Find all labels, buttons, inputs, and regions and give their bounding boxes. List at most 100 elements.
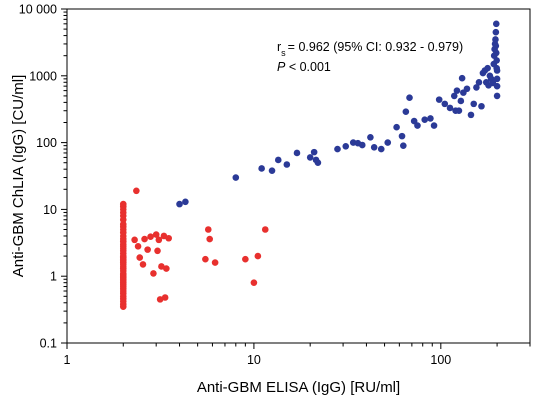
p-symbol: P: [277, 60, 286, 74]
p-text: < 0.001: [285, 60, 331, 74]
data-point: [384, 139, 392, 146]
data-point: [484, 64, 491, 72]
data-point: [139, 261, 147, 268]
data-point: [467, 111, 475, 119]
y-axis-ticks: 0.1 1 10 100 1000 10 000: [19, 3, 67, 351]
data-point: [492, 36, 499, 43]
data-point: [147, 233, 154, 241]
data-point: [457, 97, 465, 105]
data-point: [358, 141, 366, 149]
data-point: [254, 252, 262, 260]
series-blue: [176, 20, 501, 208]
data-point: [136, 254, 144, 261]
data-point: [370, 144, 378, 151]
data-point: [232, 174, 240, 181]
data-point: [493, 57, 500, 64]
data-point: [334, 145, 341, 153]
y-tick-label: 10 000: [19, 3, 57, 17]
data-point: [455, 107, 463, 115]
data-point: [463, 85, 471, 93]
data-point: [441, 100, 449, 108]
data-point: [435, 96, 443, 103]
data-point: [342, 143, 350, 150]
data-point: [206, 235, 213, 243]
data-point: [161, 294, 169, 301]
data-point: [258, 165, 265, 172]
data-point: [283, 161, 291, 168]
data-point: [493, 82, 501, 90]
x-axis-ticks: 1 10 100: [64, 343, 531, 367]
data-point: [242, 255, 249, 263]
data-point: [492, 20, 500, 28]
data-point: [430, 122, 438, 129]
data-point: [131, 236, 138, 244]
data-point: [154, 247, 161, 255]
stat-symbol: r: [277, 40, 281, 54]
data-point: [261, 226, 269, 233]
data-point: [274, 156, 282, 164]
stat-subscript: s: [281, 48, 286, 58]
data-point: [414, 122, 421, 129]
correlation-annotation: rs = 0.962 (95% CI: 0.932 - 0.979): [277, 40, 463, 58]
data-point: [450, 92, 458, 100]
data-point: [478, 102, 485, 110]
p-value-annotation: P < 0.001: [277, 60, 331, 74]
y-tick-label: 1: [50, 270, 57, 284]
stat-text: = 0.962 (95% CI: 0.932 - 0.979): [288, 40, 463, 54]
data-point: [427, 115, 434, 122]
data-point: [204, 226, 212, 233]
data-point: [475, 78, 483, 86]
series-red: [119, 187, 269, 310]
data-point: [493, 64, 500, 72]
data-point: [367, 134, 374, 141]
data-point: [182, 198, 189, 206]
data-point: [141, 235, 148, 243]
data-point: [458, 74, 466, 82]
data-point: [152, 231, 160, 238]
y-tick-label: 0.1: [40, 337, 57, 351]
data-point: [492, 42, 500, 50]
data-point: [446, 104, 454, 112]
data-point: [393, 123, 400, 131]
x-axis-title: Anti-GBM ELISA (IgG) [RU/ml]: [197, 379, 400, 396]
x-tick-label: 1: [64, 353, 71, 367]
x-tick-label: 100: [430, 353, 451, 367]
data-point: [158, 263, 165, 270]
data-point: [406, 94, 413, 102]
data-point: [493, 75, 501, 83]
data-point: [421, 116, 429, 124]
data-point: [150, 270, 157, 277]
data-point: [133, 187, 140, 195]
data-point: [306, 154, 314, 161]
plot-frame: [66, 8, 531, 344]
data-point: [155, 236, 163, 244]
data-point: [176, 200, 183, 208]
data-point: [211, 259, 219, 266]
data-point: [400, 142, 407, 149]
data-point: [493, 92, 501, 100]
data-points: [119, 20, 501, 310]
data-point: [293, 149, 301, 157]
data-point: [165, 234, 172, 242]
y-axis-title: Anti-GBM ChLIA (IgG) [CU/ml]: [10, 75, 27, 278]
x-tick-label: 10: [247, 353, 261, 367]
y-tick-label: 10: [43, 203, 57, 217]
data-point: [202, 255, 209, 263]
data-point: [310, 148, 318, 156]
data-point: [473, 84, 480, 91]
data-point: [163, 265, 170, 272]
y-tick-label: 1000: [29, 69, 57, 83]
data-point: [453, 87, 461, 94]
y-tick-label: 100: [36, 136, 57, 150]
data-point: [250, 279, 258, 286]
data-point: [492, 28, 500, 36]
data-point: [398, 132, 406, 140]
data-point: [134, 243, 142, 250]
data-point: [402, 108, 410, 116]
data-point: [470, 100, 478, 108]
data-point: [156, 296, 164, 303]
data-point: [119, 200, 127, 208]
data-point: [314, 159, 322, 167]
data-point: [268, 167, 276, 174]
